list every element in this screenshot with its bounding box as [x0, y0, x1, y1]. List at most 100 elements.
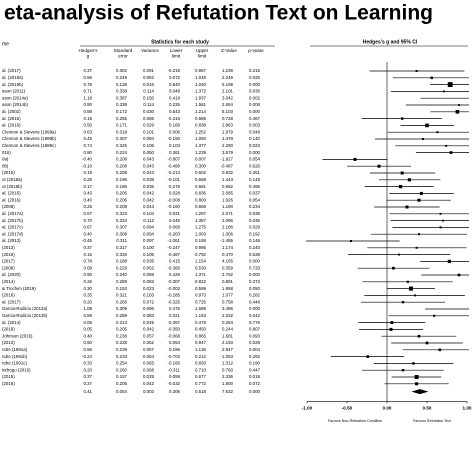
effect-square — [425, 341, 429, 345]
cell: 0.240 — [116, 272, 128, 277]
cell: 0.300 — [195, 163, 207, 168]
cell: 0.19 — [83, 170, 92, 175]
cell: 0.78 — [83, 259, 92, 264]
cell: 0.235 — [169, 102, 181, 107]
study-name: ason (2014b) — [2, 102, 28, 107]
cell: 0.710 — [195, 367, 207, 372]
cell: 0.000 — [249, 150, 261, 155]
cell: 0.307 — [116, 225, 128, 230]
effect-square — [417, 233, 421, 236]
cell: 1.312 — [222, 361, 234, 366]
effect-square — [407, 178, 411, 182]
study-name: ndre (1991c) — [2, 361, 27, 366]
cell: 0.054 — [249, 197, 261, 202]
effect-square — [417, 198, 421, 202]
effect-square — [439, 212, 442, 215]
cell: 0.114 — [143, 102, 154, 107]
cell: 0.685 — [195, 116, 207, 121]
cell: 0.284 — [222, 320, 234, 325]
cell: 0.036 — [249, 89, 261, 94]
effect-square — [458, 104, 460, 106]
cell: 0.15 — [83, 252, 92, 257]
cell: -1.927 — [221, 157, 234, 162]
effect-square — [445, 144, 448, 147]
cell: -0.487 — [221, 163, 234, 168]
cell: 0.158 — [195, 238, 207, 243]
cell: 0.043 — [143, 170, 155, 175]
cell: 0.387 — [116, 95, 128, 100]
cell: 0.470 — [222, 252, 234, 257]
cell: 0.094 — [143, 231, 155, 236]
effect-square — [439, 226, 442, 229]
cell: 1.372 — [195, 89, 207, 94]
cell: 2.071 — [222, 211, 234, 216]
cell: 0.006 — [169, 129, 181, 134]
cell: -0.008 — [168, 197, 181, 202]
cell: 0.196 — [169, 347, 181, 352]
cell: 1.077 — [222, 293, 234, 298]
chart-title: eta-analysis of Refutation Text on Learn… — [4, 2, 433, 25]
cell: 0.40 — [83, 197, 92, 202]
cell: 0.822 — [195, 279, 207, 284]
cell: 0.106 — [143, 252, 155, 257]
cell: 0.035 — [143, 259, 155, 264]
cell: 0.023 — [249, 143, 261, 148]
effect-square — [412, 362, 415, 365]
study-name: Johnson (2016) — [2, 333, 33, 338]
cell: 0.20 — [83, 367, 92, 372]
cell: -0.068 — [168, 333, 181, 338]
cell: 0.030 — [143, 109, 155, 114]
cell: 0.229 — [116, 265, 128, 270]
cell: 0.052 — [143, 340, 155, 345]
cell: 1.958 — [222, 286, 234, 291]
cell: 0.007 — [195, 157, 207, 162]
effect-square — [350, 240, 352, 242]
cell: 0.74 — [83, 143, 92, 148]
cell: 1.214 — [195, 109, 207, 114]
cell: -0.487 — [168, 252, 181, 257]
study-name: al. (2016) — [2, 123, 21, 128]
cell: -0.325 — [168, 299, 181, 304]
study-name: (2015) — [2, 374, 15, 379]
study-name: al. (2017) — [2, 68, 21, 73]
study-name: (2019) — [2, 327, 15, 332]
effect-square — [392, 266, 395, 270]
cell: 0.865 — [195, 333, 207, 338]
study-name: ason (2014a) — [2, 95, 28, 100]
cell: 0.114 — [143, 89, 154, 94]
cell: 2.096 — [222, 218, 234, 223]
cell: 0.016 — [143, 82, 155, 87]
cell: 1.252 — [195, 129, 207, 134]
cell: 0.292 — [249, 354, 261, 359]
cell: 2.186 — [222, 225, 234, 230]
cell: -0.278 — [168, 184, 181, 189]
cell: 1.357 — [195, 218, 207, 223]
cell: 0.050 — [143, 150, 155, 155]
cell: 0.054 — [116, 389, 128, 394]
cell: 0.67 — [83, 211, 92, 216]
cell: -0.166 — [168, 361, 181, 366]
cell: 1.377 — [195, 143, 207, 148]
cell: 0.037 — [249, 191, 261, 196]
cell: 3.496 — [222, 306, 234, 311]
cell: 0.025 — [143, 374, 155, 379]
cell: 2.963 — [222, 123, 234, 128]
cell: 4.165 — [222, 259, 234, 264]
cell: -0.366 — [168, 265, 181, 270]
cell: 0.581 — [195, 184, 207, 189]
cell: 0.249 — [116, 75, 128, 80]
cell: 0.447 — [249, 367, 261, 372]
effect-square — [421, 137, 425, 141]
cell: 0.311 — [116, 238, 127, 243]
cell: 2.193 — [222, 340, 234, 345]
cell: 0.67 — [83, 225, 92, 230]
cell: 0.057 — [143, 333, 155, 338]
cell: 6.199 — [222, 82, 234, 87]
cell: 1.136 — [195, 347, 207, 352]
cell: 0.146 — [249, 238, 261, 243]
cell: 0.30 — [83, 286, 92, 291]
study-name: 0b) — [2, 163, 9, 168]
cell: 0.725 — [195, 299, 207, 304]
stats-header: Statistics for each study — [151, 39, 209, 45]
cell: 0.083 — [143, 313, 155, 318]
